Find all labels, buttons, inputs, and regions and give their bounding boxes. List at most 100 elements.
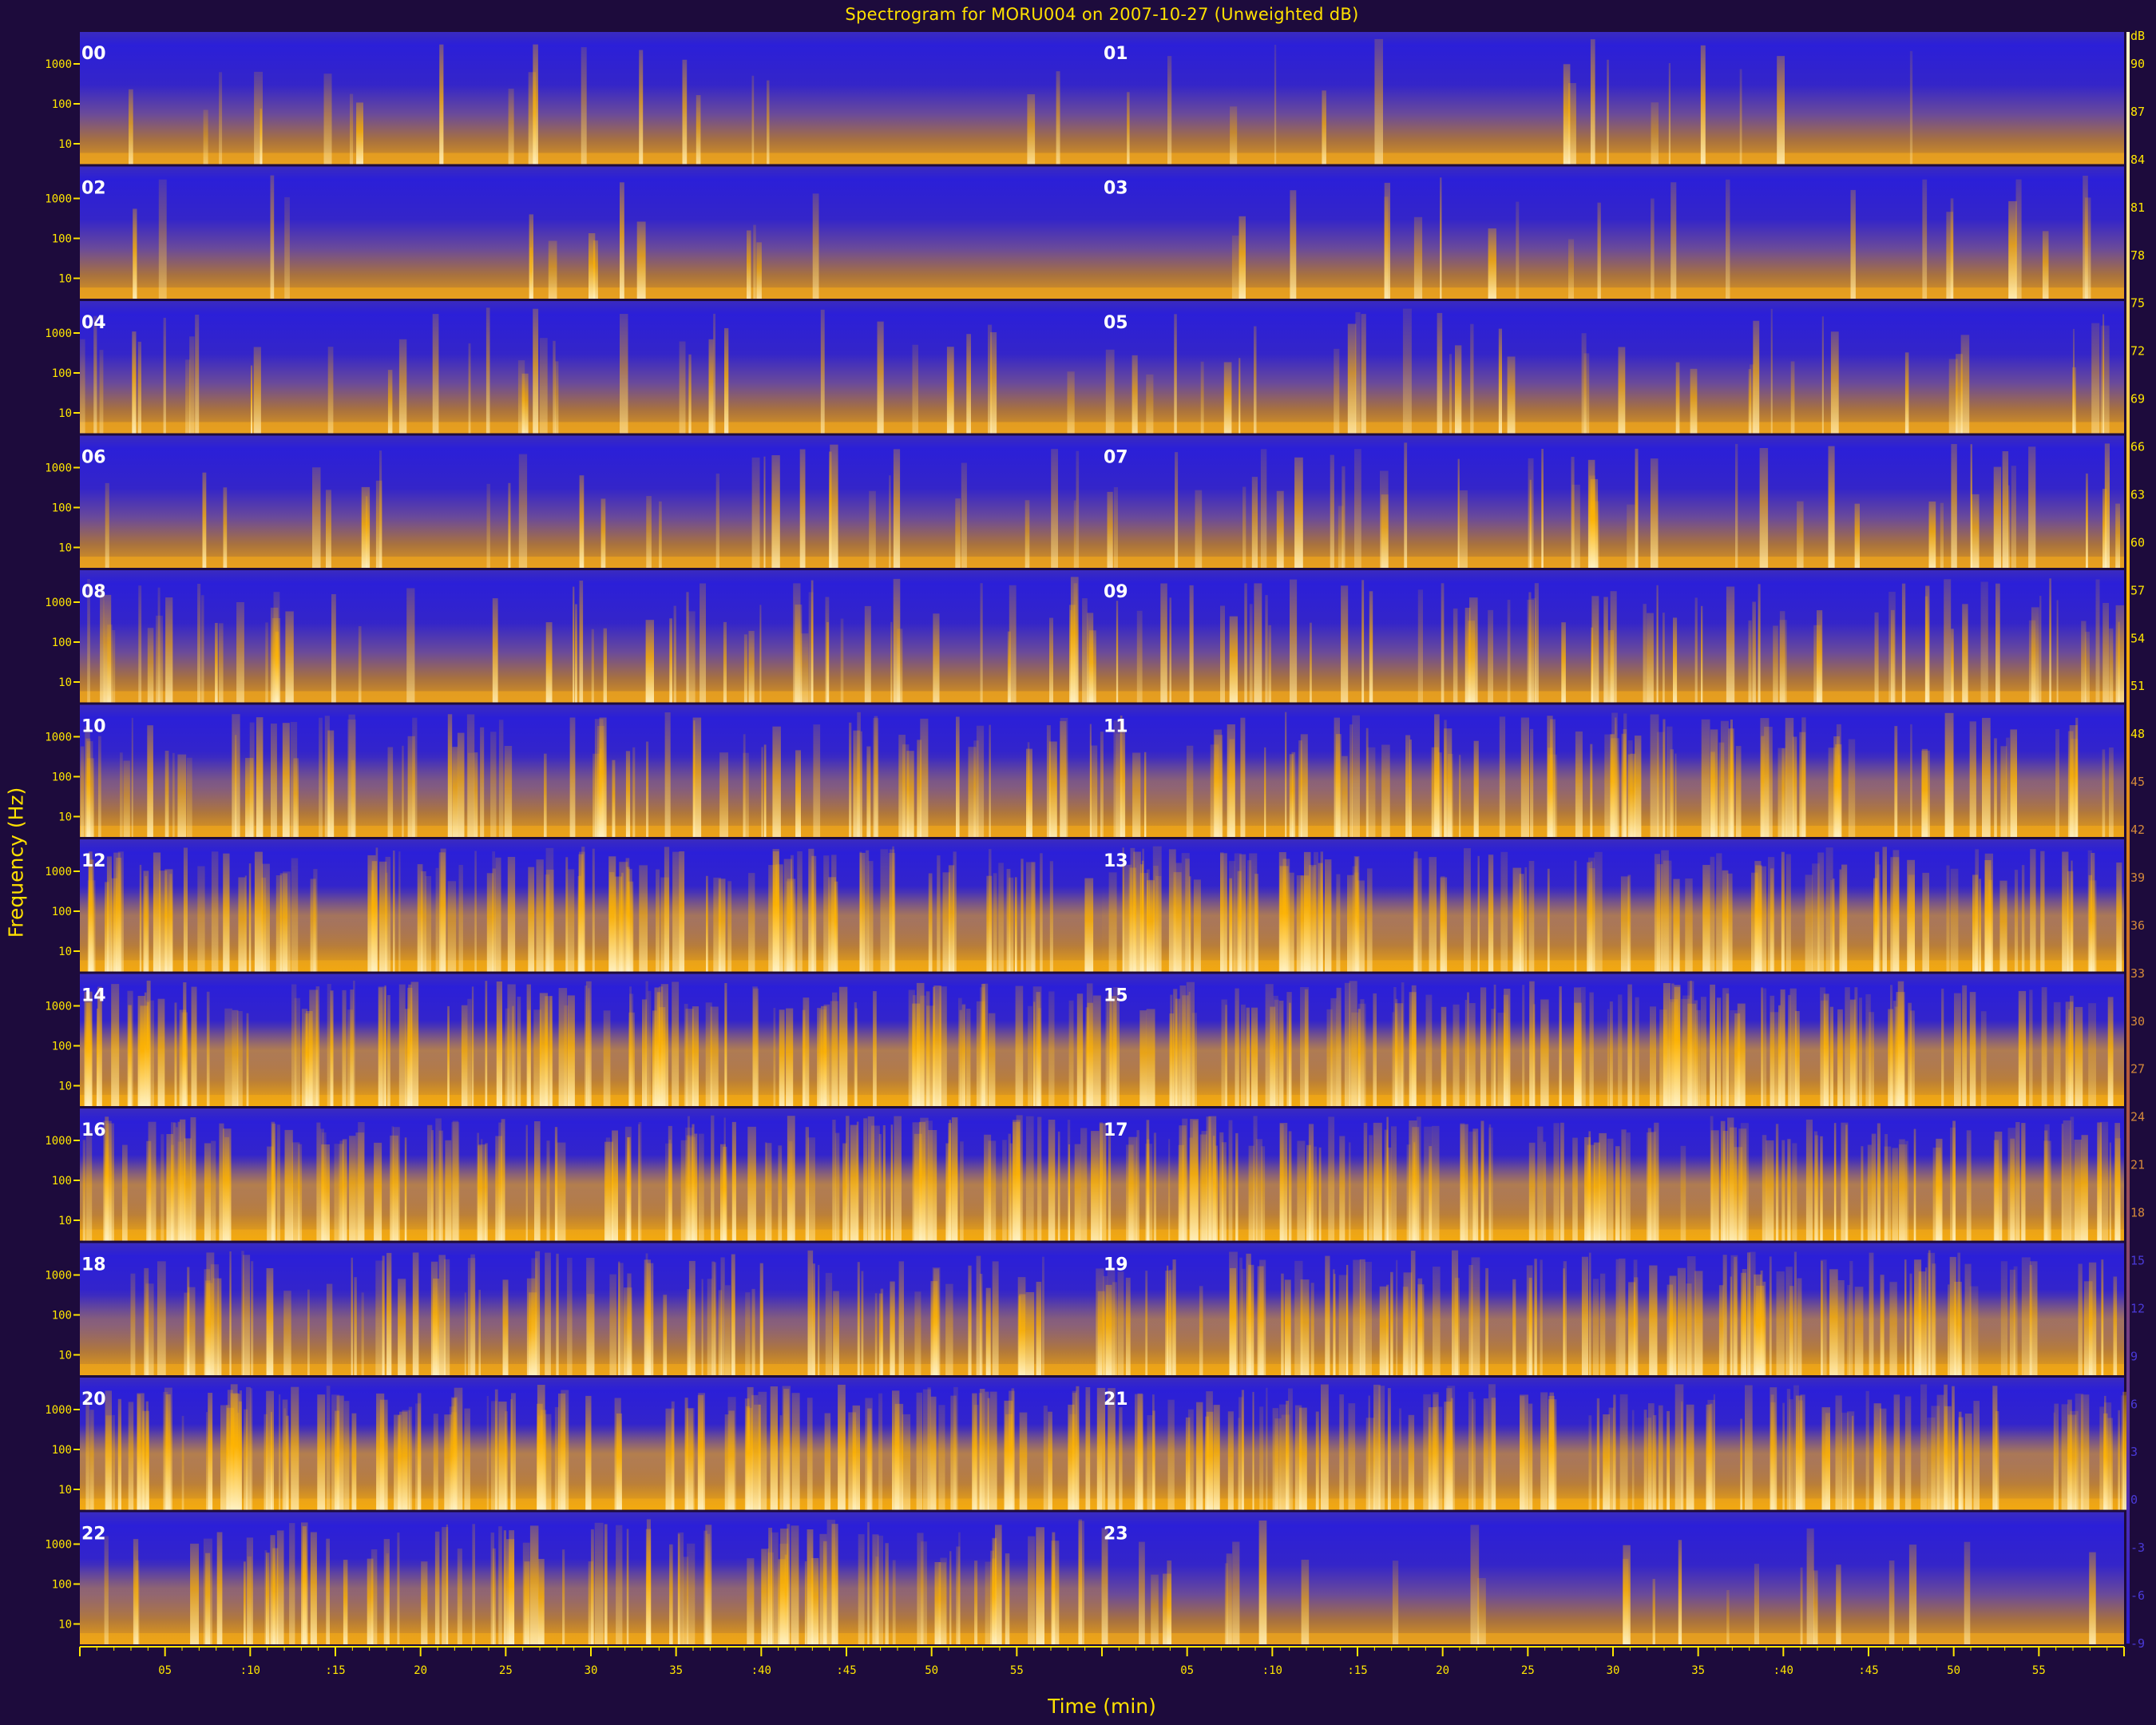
sound-burst <box>1296 875 1304 972</box>
sound-burst <box>2029 989 2033 1106</box>
sound-burst <box>220 1405 228 1510</box>
sound-burst <box>284 1129 293 1241</box>
sound-burst <box>412 1252 419 1375</box>
sound-burst <box>1754 1564 1759 1644</box>
sound-burst <box>961 1004 966 1106</box>
sound-burst <box>1690 368 1698 434</box>
frequency-tick-label: 1000 <box>45 866 72 878</box>
sound-burst <box>848 1412 857 1510</box>
sound-burst <box>1874 612 1879 703</box>
sound-burst <box>1590 478 1599 568</box>
sound-burst <box>1748 369 1751 434</box>
colorbar-tick-label: -6 <box>2130 1588 2145 1603</box>
sound-burst <box>628 869 632 972</box>
sound-burst <box>1057 1131 1060 1241</box>
sound-burst <box>504 746 513 837</box>
sound-burst <box>1925 1267 1928 1375</box>
sound-burst <box>1649 1265 1658 1375</box>
sound-burst <box>1051 449 1058 568</box>
sound-burst <box>1339 1136 1346 1241</box>
sound-burst <box>1670 749 1674 837</box>
sound-burst <box>1347 874 1354 972</box>
sound-burst <box>1468 1131 1476 1241</box>
sound-burst <box>612 759 616 837</box>
sound-burst <box>1559 986 1562 1106</box>
time-tick-label: :10 <box>1262 1664 1282 1677</box>
sound-burst <box>181 1012 188 1106</box>
sound-burst <box>1964 1263 1972 1375</box>
sound-burst <box>478 1145 482 1241</box>
sound-burst <box>248 863 252 972</box>
sound-burst <box>1206 1411 1214 1510</box>
sound-burst <box>980 583 983 703</box>
sound-burst <box>284 196 290 299</box>
sound-burst <box>779 1544 789 1644</box>
sound-burst <box>82 1140 86 1241</box>
sound-burst <box>1805 1119 1813 1241</box>
sound-burst <box>466 714 475 837</box>
sound-burst <box>1656 585 1659 703</box>
sound-burst <box>140 1005 149 1106</box>
sound-burst <box>1300 987 1310 1106</box>
sound-burst <box>254 71 263 165</box>
sound-burst <box>1710 729 1718 837</box>
sound-burst <box>266 1390 274 1510</box>
sound-burst <box>1477 855 1480 972</box>
sound-burst <box>2018 990 2027 1106</box>
sound-burst <box>1122 728 1126 837</box>
sound-burst <box>117 1398 121 1510</box>
sound-burst <box>743 734 746 837</box>
sound-burst <box>1982 717 1991 837</box>
sound-burst <box>807 1529 814 1644</box>
sound-burst <box>1540 1259 1543 1375</box>
sound-burst <box>229 1251 232 1375</box>
sound-burst <box>1153 1132 1156 1241</box>
sound-burst <box>772 726 781 837</box>
sound-burst <box>2109 1142 2111 1241</box>
colorbar-tick-label: 42 <box>2130 823 2145 837</box>
sound-burst <box>1048 1120 1056 1241</box>
colorbar-tick-label: 63 <box>2130 487 2145 502</box>
sound-burst <box>1078 1521 1084 1644</box>
sound-burst <box>1470 1525 1480 1644</box>
sound-burst <box>747 1407 753 1510</box>
sound-burst <box>408 984 412 1106</box>
sound-burst <box>992 1558 997 1644</box>
sound-burst <box>319 717 323 837</box>
sound-burst <box>1460 1123 1465 1241</box>
sound-burst <box>1480 987 1487 1106</box>
sound-burst <box>639 50 644 165</box>
sound-burst <box>1497 1013 1506 1106</box>
hour-label: 04 <box>81 313 106 333</box>
sound-burst <box>1286 1401 1289 1510</box>
colorbar-tick-label: 81 <box>2130 200 2145 215</box>
sound-burst <box>106 1123 114 1241</box>
sound-burst <box>142 1410 149 1510</box>
sound-burst <box>684 1398 688 1510</box>
sound-burst <box>521 373 529 434</box>
sound-burst <box>1835 1395 1842 1510</box>
frequency-tick-label: 1000 <box>45 1539 72 1552</box>
sound-burst <box>1348 1403 1356 1510</box>
sound-burst <box>656 869 660 972</box>
sound-burst <box>468 343 471 434</box>
sound-burst <box>361 1292 364 1375</box>
sound-burst <box>486 1396 489 1510</box>
sound-burst <box>698 1393 705 1510</box>
sound-burst <box>1528 1142 1536 1241</box>
sound-burst <box>956 716 960 837</box>
colorbar-tick-label: 51 <box>2130 679 2145 693</box>
sound-burst <box>1254 583 1262 703</box>
sound-burst <box>1412 1127 1420 1241</box>
sound-burst <box>480 727 485 837</box>
sound-burst <box>1101 1528 1108 1644</box>
sound-burst <box>747 1126 756 1241</box>
sound-burst <box>1413 216 1423 299</box>
sound-burst <box>1560 1122 1564 1241</box>
sound-burst <box>1854 503 1860 568</box>
sound-burst <box>1251 477 1258 568</box>
sound-burst <box>316 1122 321 1241</box>
sound-burst <box>557 1142 566 1241</box>
sound-burst <box>1799 732 1806 837</box>
sound-burst <box>693 720 696 837</box>
